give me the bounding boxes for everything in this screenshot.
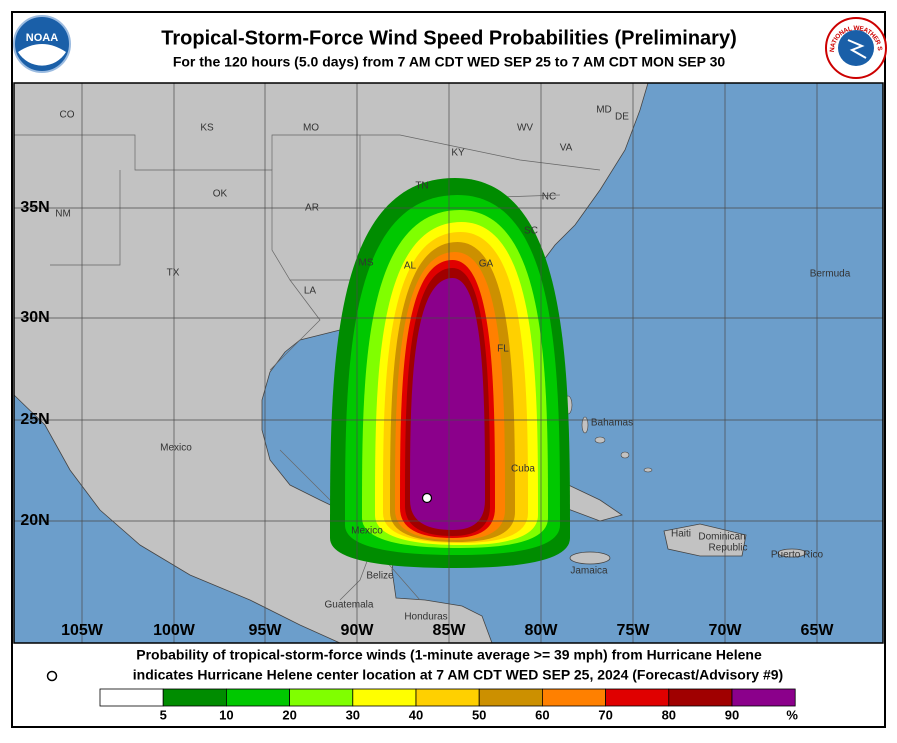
subtitle: For the 120 hours (5.0 days) from 7 AM C…	[173, 54, 726, 70]
place-label: MD	[596, 105, 612, 116]
place-label: Cuba	[511, 464, 535, 475]
center-symbol	[46, 670, 58, 682]
place-label: Mexico	[351, 526, 383, 537]
legend-swatch	[99, 688, 164, 707]
place-label: VA	[560, 143, 573, 154]
legend-label: 20	[282, 707, 296, 722]
legend-label: 70	[598, 707, 612, 722]
legend-label: 80	[662, 707, 676, 722]
place-label: OK	[213, 189, 228, 200]
place-label: MS	[359, 258, 374, 269]
place-label: KY	[451, 148, 465, 159]
place-label: DE	[615, 112, 629, 123]
noaa-logo: NOAA	[13, 15, 71, 73]
latitude-label: 20N	[20, 512, 49, 529]
longitude-label: 75W	[617, 622, 651, 639]
legend-swatch	[542, 688, 607, 707]
probability-contours	[330, 178, 570, 568]
legend-label: 5	[160, 707, 167, 722]
legend-label: 50	[472, 707, 486, 722]
place-label: Bermuda	[810, 269, 851, 280]
place-label: TN	[415, 181, 428, 192]
legend-label: 60	[535, 707, 549, 722]
puerto-rico	[777, 548, 807, 558]
footer-line-2: indicates Hurricane Helene center locati…	[133, 667, 783, 683]
legend-swatch	[352, 688, 417, 707]
latitude-label: 30N	[20, 309, 49, 326]
place-label: Honduras	[404, 612, 447, 623]
place-label: NM	[55, 209, 71, 220]
place-label: Puerto Rico	[771, 550, 824, 561]
place-label: AR	[305, 203, 319, 214]
place-label: NC	[542, 192, 556, 203]
footer-line-1: Probability of tropical-storm-force wind…	[136, 647, 762, 663]
legend-label: 30	[346, 707, 360, 722]
place-label: Jamaica	[570, 566, 608, 577]
legend-swatch	[668, 688, 733, 707]
longitude-label: 80W	[525, 622, 559, 639]
place-label: Mexico	[160, 443, 192, 454]
legend-label: 90	[725, 707, 739, 722]
graticule	[14, 83, 883, 643]
jamaica	[569, 551, 611, 565]
place-label: FL	[497, 344, 509, 355]
longitude-label: 85W	[433, 622, 467, 639]
legend-swatch	[415, 688, 480, 707]
place-label: SC	[524, 226, 538, 237]
place-label: MO	[303, 123, 319, 134]
place-label: Bahamas	[591, 418, 633, 429]
legend-swatch	[225, 688, 290, 707]
hispaniola	[663, 523, 747, 557]
place-label: Haiti	[671, 529, 691, 540]
place-label: GA	[479, 259, 494, 270]
place-label: AL	[404, 261, 417, 272]
place-label: Guatemala	[325, 600, 374, 611]
place-label: LA	[304, 286, 317, 297]
legend: 5 10 20 30 40 50 60 70 80 90%	[99, 688, 798, 722]
legend-swatch	[162, 688, 227, 707]
latitude-label: 35N	[20, 199, 49, 216]
place-label: Republic	[709, 543, 748, 554]
storm-center	[421, 492, 433, 504]
legend-swatch	[478, 688, 543, 707]
legend-swatch	[731, 688, 796, 707]
legend-swatch	[605, 688, 670, 707]
place-label: CO	[60, 110, 75, 121]
place-label: Dominican	[698, 532, 745, 543]
place-label: TX	[167, 268, 180, 279]
longitude-label: 90W	[341, 622, 375, 639]
axis-labels: 35N 30N 25N 20N 105W 100W 95W 90W 85W 80…	[20, 199, 834, 639]
legend-unit: %	[786, 707, 798, 722]
longitude-label: 100W	[153, 622, 196, 639]
legend-label: 40	[409, 707, 423, 722]
place-label: Belize	[366, 571, 394, 582]
legend-swatch	[289, 688, 354, 707]
title: Tropical-Storm-Force Wind Speed Probabil…	[161, 27, 737, 49]
legend-label: 10	[219, 707, 233, 722]
longitude-label: 65W	[801, 622, 835, 639]
latitude-label: 25N	[20, 411, 49, 428]
longitude-label: 95W	[249, 622, 283, 639]
map-frame	[13, 82, 884, 644]
noaa-logo-text: NOAA	[26, 32, 58, 44]
place-label: WV	[517, 123, 533, 134]
longitude-label: 105W	[61, 622, 104, 639]
place-label: KS	[200, 123, 214, 134]
longitude-label: 70W	[709, 622, 743, 639]
probability-band	[410, 278, 485, 530]
